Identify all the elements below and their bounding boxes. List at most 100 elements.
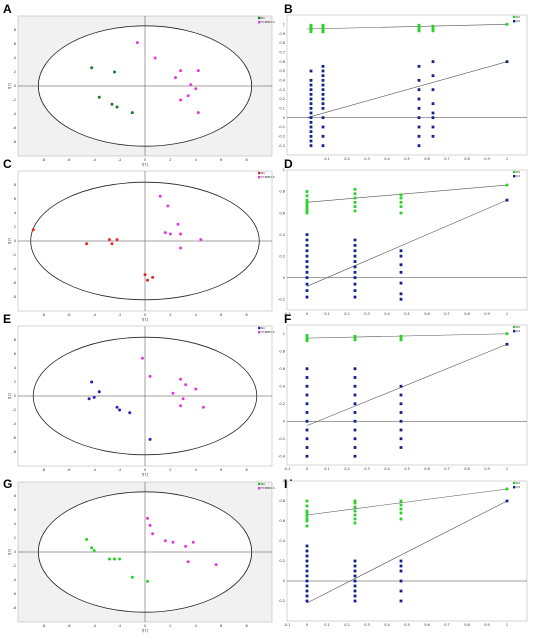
data-point	[115, 405, 119, 409]
data-point	[431, 29, 435, 33]
y-tick-label: 6	[14, 508, 16, 512]
data-point	[110, 242, 114, 246]
data-point	[305, 194, 309, 198]
data-point	[309, 120, 313, 124]
data-point	[146, 278, 150, 282]
data-point	[399, 393, 403, 397]
legend-label: NC	[261, 171, 265, 175]
legend-label: R2	[516, 481, 520, 485]
x-tick-label: 0.2	[344, 467, 350, 471]
data-point	[417, 97, 421, 101]
series-nc	[90, 66, 134, 115]
x-tick-label: 0.1	[324, 157, 330, 161]
regression-line	[306, 24, 508, 30]
panel-label: B	[284, 2, 293, 16]
data-point	[115, 238, 119, 242]
data-point	[305, 428, 309, 432]
data-point	[353, 521, 357, 525]
legend-marker	[258, 21, 261, 24]
data-point	[431, 74, 435, 78]
data-point	[353, 446, 357, 449]
legend-marker	[513, 481, 516, 485]
x-tick-label: 2	[169, 624, 171, 628]
x-tick-label: 4	[195, 624, 198, 628]
y-axis-label: t[2]	[8, 548, 12, 555]
data-point	[179, 98, 183, 102]
data-point	[196, 69, 200, 73]
x-tick-label: -6	[67, 313, 71, 317]
data-point	[321, 88, 325, 92]
series-q2	[305, 342, 509, 458]
data-point	[353, 376, 357, 379]
data-point	[118, 408, 122, 412]
x-tick-label: 0.3	[364, 157, 370, 161]
data-point	[399, 559, 403, 563]
data-point	[309, 144, 313, 148]
data-point	[305, 211, 309, 215]
x-tick-label: 0.1	[324, 623, 330, 627]
x-tick-label: 0.7	[444, 623, 450, 627]
x-tick-label: 0.8	[464, 157, 470, 161]
y-tick-label: -2	[13, 98, 17, 102]
data-point	[399, 507, 403, 511]
y-tick-label: -0.3	[278, 144, 285, 148]
panel-h: H-0.100.10.20.30.40.50.60.70.80.91-0.200…	[278, 477, 528, 627]
x-tick-label: -8	[42, 468, 46, 472]
data-point	[179, 246, 183, 250]
data-point	[214, 563, 218, 567]
data-point	[90, 66, 94, 70]
x-tick-label: 0.3	[364, 467, 370, 471]
regression-line	[306, 343, 508, 426]
data-point	[92, 395, 96, 399]
data-point	[305, 233, 309, 237]
data-point	[399, 334, 403, 338]
tick-labels: 0.1 0.2 0.3 0.4 0.5 0.6 0.7 0.8 0.9 1 -0.3 -0.2 -0.1…	[278, 23, 508, 161]
data-point	[321, 116, 325, 120]
data-point	[305, 190, 309, 193]
legend-marker	[513, 15, 516, 19]
data-point	[189, 83, 193, 87]
data-point	[309, 78, 313, 82]
data-point	[399, 569, 403, 573]
data-point	[399, 599, 403, 603]
data-point	[309, 111, 313, 115]
data-point	[431, 102, 435, 106]
data-point	[309, 130, 313, 134]
data-point	[399, 402, 403, 406]
data-point	[321, 106, 325, 110]
x-tick-label: 0.6	[424, 623, 430, 627]
y-tick-label: 0.6	[279, 367, 285, 371]
data-point	[431, 134, 435, 138]
data-point	[399, 249, 403, 253]
regression-line	[306, 184, 508, 203]
panel-label: A	[3, 2, 12, 16]
data-point	[321, 125, 325, 129]
regression-line	[306, 61, 508, 118]
y-tick-label: -8	[13, 606, 17, 610]
data-point	[143, 273, 147, 277]
data-point	[305, 411, 309, 414]
x-tick-label: 0.1	[324, 312, 330, 316]
legend-label: TCMBD-S	[260, 175, 275, 179]
y-tick-label: 0.8	[279, 190, 285, 194]
data-point	[151, 532, 155, 536]
data-point	[309, 125, 313, 129]
data-point	[353, 594, 357, 598]
data-point	[399, 297, 403, 301]
legend-marker	[513, 170, 516, 174]
data-point	[196, 111, 200, 115]
data-point	[305, 254, 309, 258]
data-point	[399, 193, 403, 197]
x-tick-label: 0.4	[384, 467, 390, 471]
y-tick-label: -8	[13, 450, 17, 454]
x-tick-label: -6	[67, 158, 71, 162]
data-point	[353, 505, 357, 509]
data-point	[184, 383, 188, 387]
x-tick-label: 8	[245, 158, 247, 162]
x-tick-label: 8	[245, 313, 247, 317]
data-point	[309, 106, 313, 110]
